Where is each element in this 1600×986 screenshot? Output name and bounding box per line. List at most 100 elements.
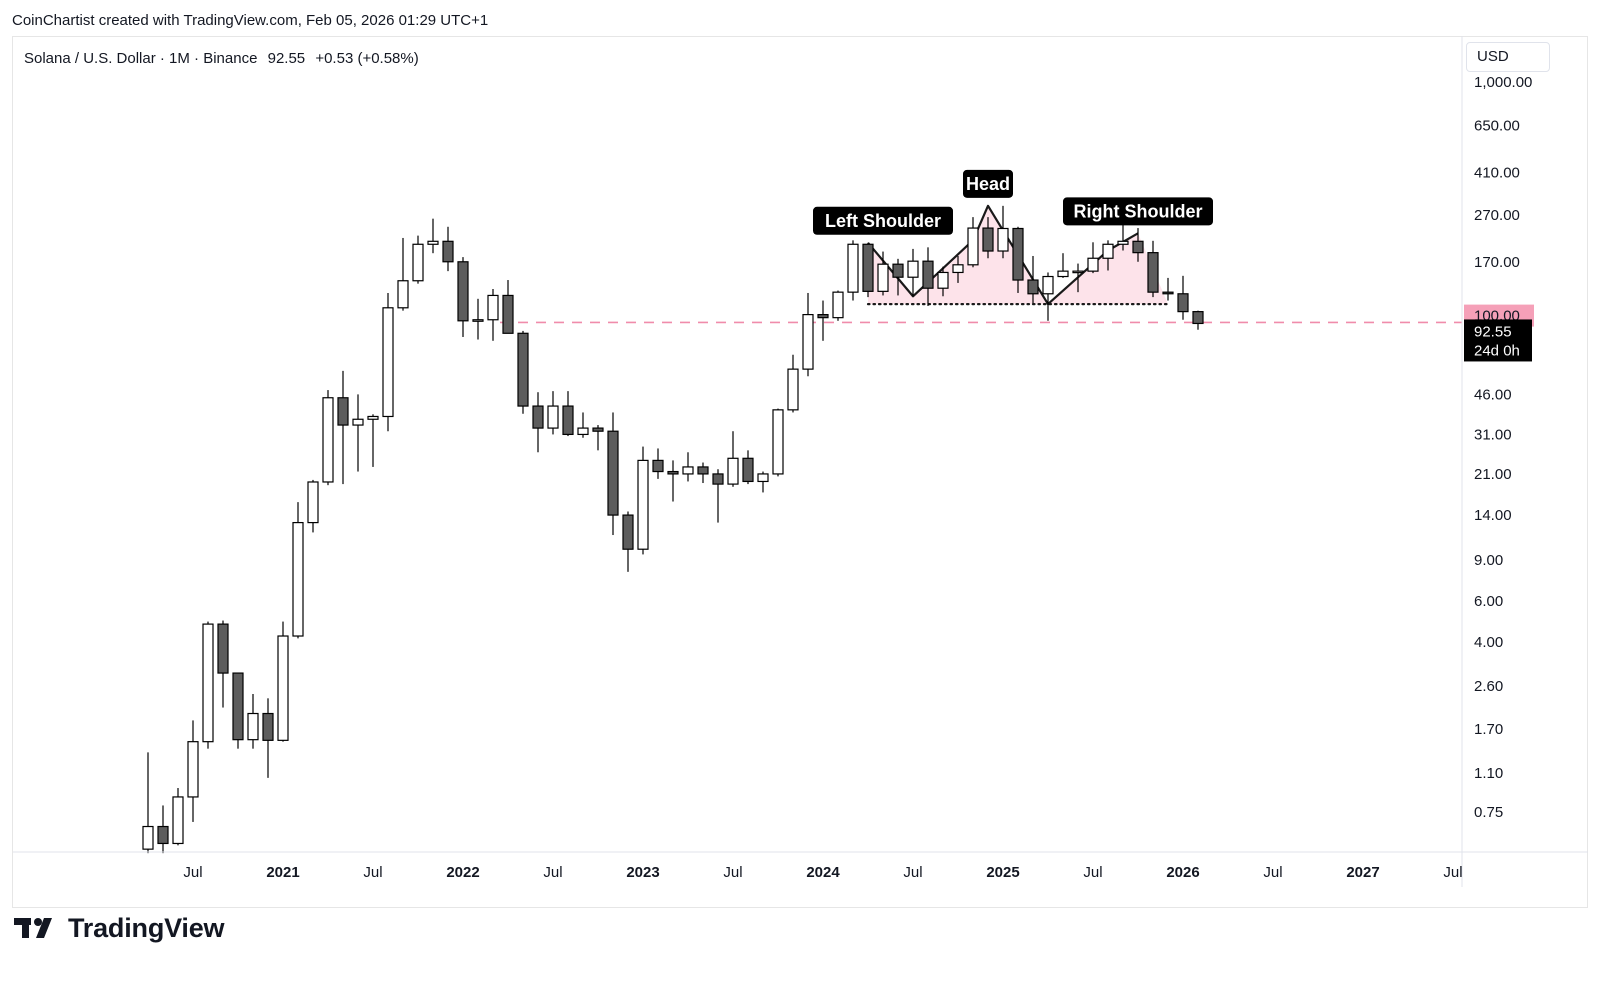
candle[interactable] <box>157 805 169 854</box>
candle[interactable] <box>172 788 184 846</box>
pattern-label-box <box>963 169 1013 198</box>
candle[interactable] <box>292 502 304 639</box>
candle[interactable] <box>577 412 589 438</box>
candle[interactable] <box>472 298 484 340</box>
candle[interactable] <box>1132 228 1144 262</box>
candle-body <box>1162 291 1174 295</box>
chart-frame[interactable] <box>12 36 1588 908</box>
pattern-label[interactable]: Right Shoulder <box>1063 197 1213 226</box>
candle[interactable] <box>712 469 724 523</box>
candle[interactable] <box>532 392 544 453</box>
candle[interactable] <box>1192 310 1204 330</box>
candle[interactable] <box>337 370 349 485</box>
candle[interactable] <box>817 300 829 341</box>
candle[interactable] <box>862 242 874 298</box>
candle[interactable] <box>247 693 259 749</box>
candle[interactable] <box>832 290 844 321</box>
candle-body <box>757 473 769 483</box>
candle[interactable] <box>1042 272 1054 321</box>
candle[interactable] <box>547 391 559 435</box>
candle[interactable] <box>1102 240 1114 271</box>
candle[interactable] <box>667 460 679 502</box>
candle[interactable] <box>787 354 799 413</box>
pattern-label[interactable]: Left Shoulder <box>813 206 953 235</box>
candle[interactable] <box>652 448 664 479</box>
candle[interactable] <box>622 511 634 572</box>
candle[interactable] <box>637 446 649 555</box>
candle[interactable] <box>382 292 394 432</box>
candle[interactable] <box>202 621 214 749</box>
candle[interactable] <box>427 218 439 254</box>
candle[interactable] <box>742 450 754 485</box>
candle-body <box>487 294 499 321</box>
candle[interactable] <box>682 452 694 482</box>
candle[interactable] <box>517 330 529 414</box>
candle[interactable] <box>1177 275 1189 320</box>
candle-body <box>532 405 544 429</box>
candle[interactable] <box>592 425 604 451</box>
candle[interactable] <box>757 471 769 493</box>
candle[interactable] <box>142 752 154 854</box>
price-tick-label: 46.00 <box>1474 386 1512 403</box>
candle-body <box>562 405 574 436</box>
candle[interactable] <box>982 217 994 259</box>
candle[interactable] <box>1117 221 1129 251</box>
candle[interactable] <box>1087 242 1099 274</box>
candle[interactable] <box>322 390 334 486</box>
pattern-label-text: Left Shoulder <box>825 211 941 231</box>
symbol-change: +0.53 (+0.58%) <box>315 50 419 67</box>
candle-body <box>772 409 784 475</box>
candle[interactable] <box>727 431 739 487</box>
candle[interactable] <box>217 620 229 708</box>
symbol-name[interactable]: Solana / U.S. Dollar · 1M · Binance <box>24 50 258 67</box>
candle[interactable] <box>877 251 889 296</box>
candle-body <box>862 243 874 292</box>
candle[interactable] <box>607 412 619 536</box>
candle-body <box>1177 293 1189 313</box>
candle-body <box>1102 243 1114 259</box>
candle[interactable] <box>502 280 514 334</box>
time-tick-label: Jul <box>1263 864 1282 881</box>
candle[interactable] <box>892 258 904 296</box>
tradingview-branding[interactable]: TradingView <box>14 910 225 946</box>
candle[interactable] <box>397 237 409 311</box>
candle[interactable] <box>187 720 199 822</box>
symbol-legend[interactable]: Solana / U.S. Dollar · 1M · Binance 92.5… <box>24 50 425 67</box>
candle[interactable] <box>232 672 244 749</box>
pattern-label[interactable]: Head <box>963 169 1013 198</box>
candle[interactable] <box>772 408 784 477</box>
candle[interactable] <box>967 217 979 268</box>
candle[interactable] <box>937 266 949 297</box>
candle[interactable] <box>1072 263 1084 293</box>
candle[interactable] <box>847 240 859 301</box>
candle[interactable] <box>562 391 574 437</box>
candle[interactable] <box>1057 253 1069 278</box>
candle[interactable] <box>997 205 1009 259</box>
candle[interactable] <box>487 288 499 341</box>
candle[interactable] <box>352 394 364 472</box>
time-tick-label: Jul <box>183 864 202 881</box>
candle[interactable] <box>1027 255 1039 304</box>
candle[interactable] <box>367 414 379 467</box>
currency-selector[interactable]: USD <box>1466 42 1550 72</box>
candle[interactable] <box>697 462 709 484</box>
candle[interactable] <box>802 292 814 377</box>
candle-body <box>1027 279 1039 295</box>
candle[interactable] <box>442 226 454 272</box>
annotations-layer[interactable]: Left Shoulder Head Right Shoulder <box>813 169 1213 235</box>
candle[interactable] <box>1012 226 1024 293</box>
candle[interactable] <box>922 247 934 306</box>
candle[interactable] <box>1147 240 1159 298</box>
candle-body <box>922 260 934 289</box>
candle[interactable] <box>262 698 274 778</box>
candle-body <box>367 415 379 420</box>
candle[interactable] <box>307 479 319 533</box>
candle[interactable] <box>412 235 424 284</box>
candle[interactable] <box>952 255 964 283</box>
candle[interactable] <box>277 621 289 742</box>
candle[interactable] <box>907 248 919 297</box>
candle[interactable] <box>1162 277 1174 301</box>
candle[interactable] <box>457 257 469 337</box>
candle-body <box>337 397 349 426</box>
